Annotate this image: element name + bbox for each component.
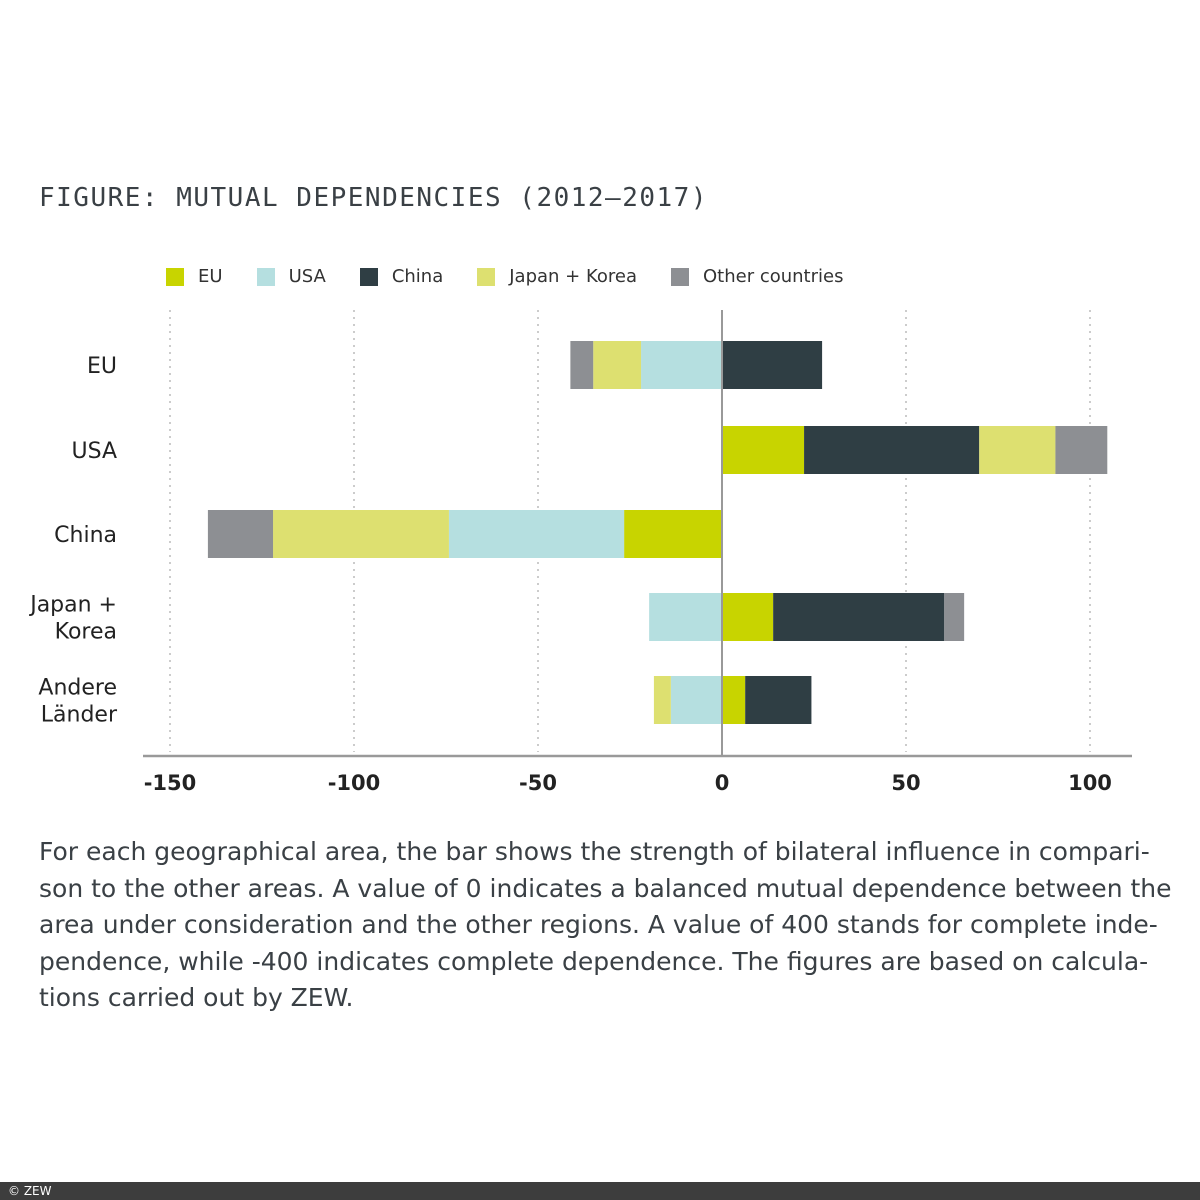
bar-segment [722,593,774,641]
legend-label: Japan + Korea [509,266,637,287]
legend-swatch [477,267,496,286]
y-category-label: Korea [55,620,117,645]
bar-segment [722,341,823,389]
bar-segment [273,510,449,558]
bar-segment [593,341,642,389]
legend-label: China [391,266,444,287]
bar-segment [207,510,274,558]
bar-segment [979,426,1056,474]
x-tick-label: 100 [1068,771,1112,795]
bar-segment [745,676,812,724]
legend: EU USA China Japan + Korea Other countries [166,266,877,287]
bar-segment [641,341,722,389]
chart: -150 -100 -50 0 50 100 EU USA China Japan +Korea A… [28,310,1132,795]
bar-segment [722,426,805,474]
bar-segment [649,593,722,641]
legend-item: USA [256,266,326,287]
legend-swatch [256,267,275,286]
bar-segment [1055,426,1108,474]
bar-segment [448,510,625,558]
legend-item: Japan + Korea [477,266,637,287]
x-tick-label: -100 [328,771,381,795]
legend-swatch [359,267,378,286]
legend-swatch [166,267,184,286]
x-tick-label: -150 [144,771,197,795]
figure-title: FIGURE: MUTUAL DEPENDENCIES (2012–2017) [39,183,708,213]
copyright-footer: © ZEW [0,1182,1200,1200]
bar-segment [570,341,594,389]
legend-item: China [359,266,444,287]
y-category-label: Japan + [28,593,117,618]
bar-segment [722,676,746,724]
y-category-label: Andere [38,676,117,701]
y-category-label: China [54,523,117,548]
legend-label: Other countries [703,266,844,287]
x-tick-label: 0 [715,771,730,795]
legend-swatch [671,267,689,286]
legend-label: USA [288,266,326,287]
bar-segment [670,676,722,724]
x-tick-label: -50 [519,771,557,795]
bar-segment [773,593,945,641]
legend-item: Other countries [671,266,843,287]
y-category-label: EU [87,354,117,379]
y-category-label: USA [71,439,117,464]
legend-item: EU [166,266,223,287]
x-tick-label: 50 [891,771,920,795]
caption: For each geographical area, the bar show… [39,837,1172,1012]
bar-segment [624,510,722,558]
bar-segment [804,426,980,474]
bar-segment [944,593,965,641]
legend-label: EU [198,266,223,287]
bar-segment [653,676,671,724]
y-category-label: Länder [41,703,118,728]
